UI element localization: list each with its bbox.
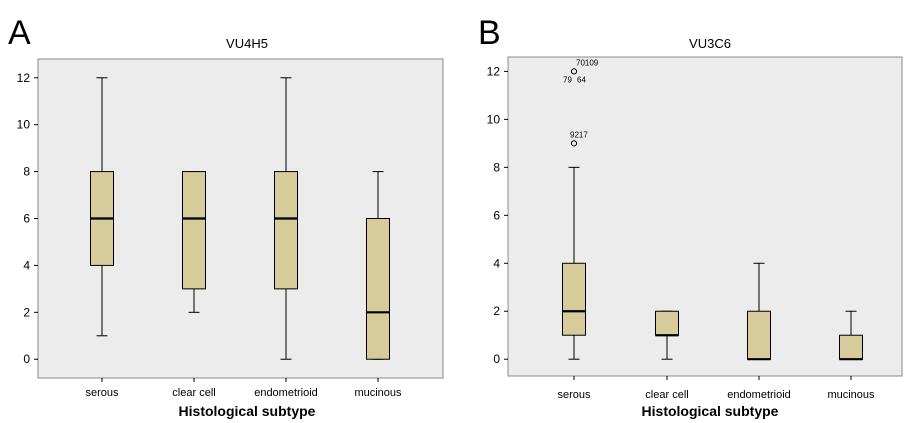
y-tick-label: 2	[493, 304, 500, 318]
y-tick-label: 2	[23, 305, 30, 319]
box	[182, 171, 206, 290]
box	[655, 310, 679, 336]
outlier-point	[570, 68, 578, 75]
y-tick-label: 12	[17, 71, 31, 85]
outlier-label: 70109	[576, 58, 599, 67]
y-tick-label: 0	[493, 352, 500, 366]
outlier-label: 64	[577, 75, 586, 84]
category-label: clear cell	[645, 389, 688, 401]
box	[274, 171, 298, 290]
category-label: mucinous	[354, 387, 402, 399]
category-label: clear cell	[172, 387, 215, 399]
panel-a-marks: 0 2 4 6 8 10 12 serous clear cell endometrioid muc…	[17, 71, 402, 399]
y-tick-label: 0	[23, 352, 30, 366]
box	[747, 310, 771, 360]
panel-a: A VU4H5 0 2 4 6 8 10 12 serous clear cell endomet…	[8, 14, 444, 419]
y-tick-label: 4	[23, 258, 30, 272]
y-tick-label: 4	[493, 256, 500, 270]
box	[839, 334, 863, 360]
y-tick-label: 8	[493, 160, 500, 174]
panel-a-title: VU4H5	[226, 36, 268, 51]
outlier-label: 9217	[570, 130, 588, 139]
panel-b: B VU3C6 0 2 4 6 8 10 12 serous clear cell endomet…	[478, 14, 903, 419]
panel-b-x-axis-title: Histological subtype	[642, 403, 779, 419]
category-label: endometrioid	[254, 387, 318, 399]
y-tick-label: 12	[487, 64, 501, 78]
y-tick-label: 6	[493, 208, 500, 222]
y-tick-label: 8	[23, 165, 30, 179]
category-label: serous	[85, 387, 119, 399]
outlier-label: 79	[563, 75, 572, 84]
category-label: mucinous	[827, 389, 875, 401]
y-tick-label: 6	[23, 212, 30, 226]
panel-b-letter: B	[478, 14, 501, 52]
box	[366, 218, 390, 360]
panel-a-letter: A	[8, 14, 31, 52]
outlier-point	[570, 140, 578, 147]
y-tick-label: 10	[487, 112, 501, 126]
panel-a-x-axis-title: Histological subtype	[179, 403, 316, 419]
box	[562, 262, 586, 336]
category-label: serous	[557, 389, 591, 401]
panel-b-title: VU3C6	[689, 36, 731, 51]
panel-b-marks: 0 2 4 6 8 10 12 serous clear cell endometrioid muc…	[487, 58, 875, 401]
category-label: endometrioid	[727, 389, 791, 401]
y-tick-label: 10	[17, 118, 31, 132]
